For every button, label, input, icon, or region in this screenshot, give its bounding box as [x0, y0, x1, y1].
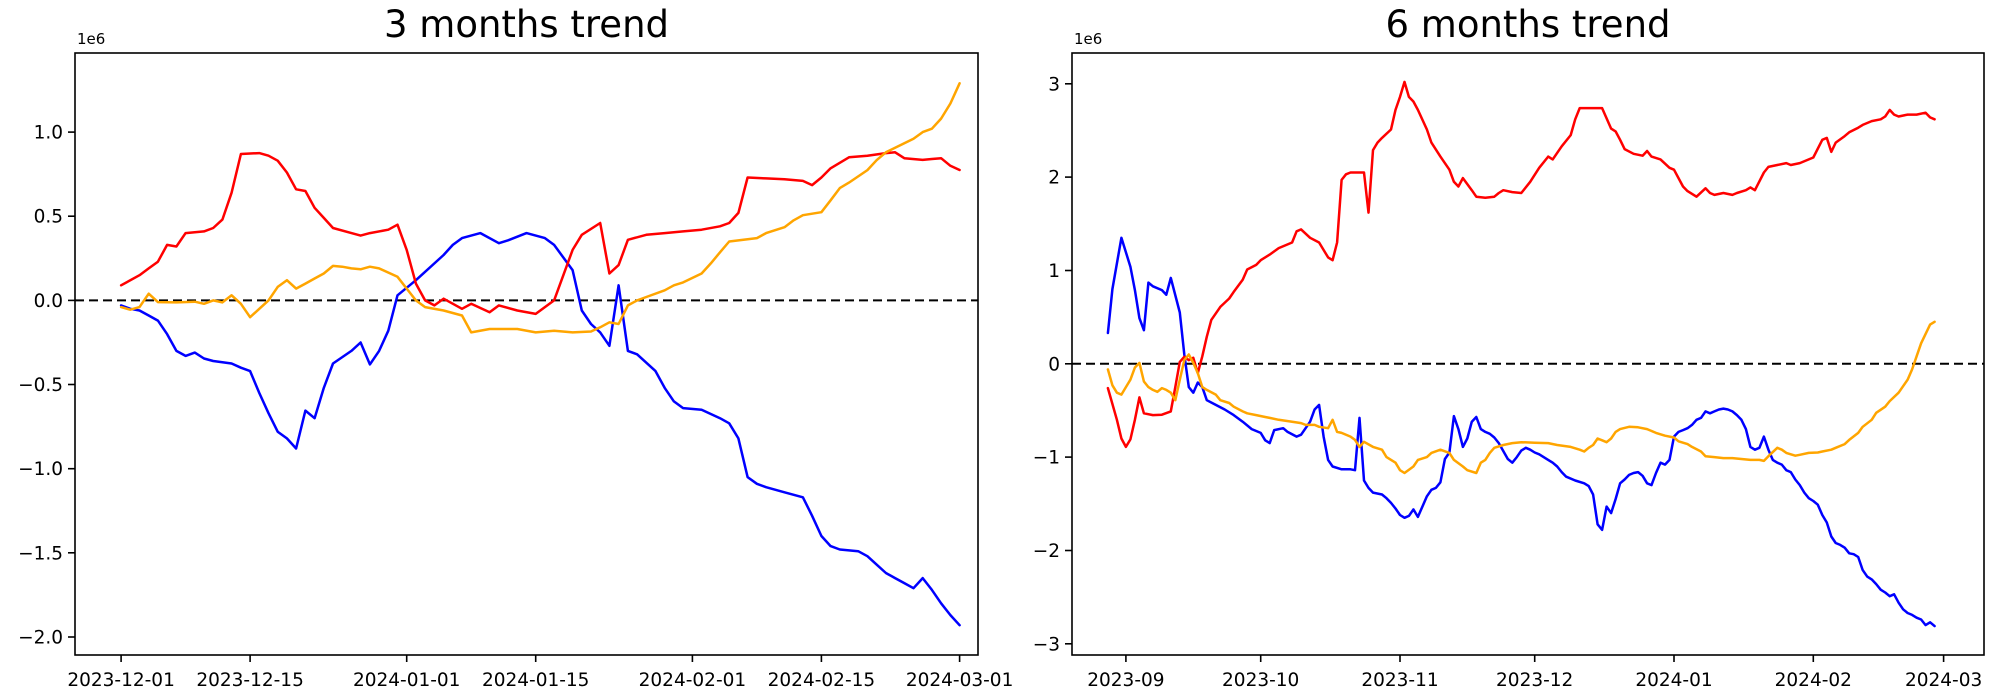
left-y-tick-label: −1.5 [18, 543, 63, 564]
left-y-tick-label: 1.0 [34, 123, 63, 144]
chart-title-6-months: 6 months trend [1385, 3, 1671, 46]
right-axes-frame [1071, 52, 1985, 656]
y-axis-offset-label-left: 1e6 [77, 30, 106, 48]
right-x-tick-label: 2023-11 [1361, 670, 1438, 691]
left-x-tick-label: 2024-03-01 [906, 670, 1014, 691]
right-x-tick-label: 2023-09 [1087, 670, 1164, 691]
left-y-tick-label: 0.5 [34, 207, 63, 228]
left-series-orange-line [119, 82, 961, 334]
right-x-tick-label: 2024-01 [1635, 670, 1712, 691]
right-x-tick-label: 2023-12 [1496, 670, 1573, 691]
right-series-orange-line [1106, 320, 1936, 475]
left-axes-frame [74, 52, 979, 656]
left-y-tick-label: −2.0 [18, 628, 63, 649]
right-y-tick-label: 3 [1048, 74, 1060, 95]
left-x-tick-label: 2024-02-15 [768, 670, 876, 691]
right-y-tick-label: 1 [1048, 261, 1060, 282]
left-series-blue-line [119, 231, 961, 627]
left-y-tick-label: −1.0 [18, 459, 63, 480]
right-x-tick-label: 2023-10 [1222, 670, 1299, 691]
right-y-tick-label: −2 [1033, 541, 1060, 562]
right-y-tick-label: −1 [1033, 448, 1060, 469]
right-y-tick-label: −3 [1033, 634, 1060, 655]
left-y-tick-label: −0.5 [18, 375, 63, 396]
left-x-tick-label: 2024-01-15 [482, 670, 590, 691]
left-x-tick-label: 2024-02-01 [639, 670, 747, 691]
chart-title-3-months: 3 months trend [383, 3, 670, 46]
left-x-tick-label: 2023-12-15 [196, 670, 304, 691]
y-axis-offset-label-right: 1e6 [1074, 30, 1103, 48]
right-y-tick-label: 2 [1048, 168, 1060, 189]
right-x-tick-label: 2024-03 [1905, 670, 1982, 691]
left-y-tick-label: 0.0 [34, 291, 63, 312]
left-x-tick-label: 2024-01-01 [353, 670, 461, 691]
left-x-tick-label: 2023-12-01 [67, 670, 175, 691]
right-series-red-line [1106, 80, 1936, 449]
right-series-blue-line [1106, 236, 1936, 628]
right-y-tick-label: 0 [1048, 354, 1060, 375]
left-series-red-line [119, 151, 961, 316]
right-x-tick-label: 2024-02 [1775, 670, 1852, 691]
